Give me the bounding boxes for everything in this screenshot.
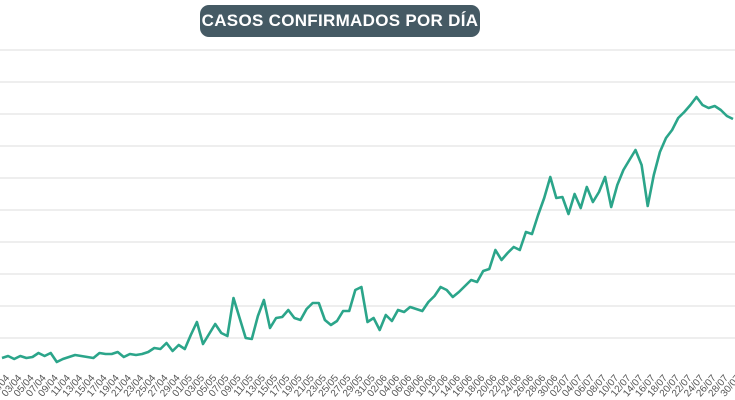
chart-title: CASOS CONFIRMADOS POR DÍA [200, 5, 480, 37]
data-line [1, 95, 734, 364]
